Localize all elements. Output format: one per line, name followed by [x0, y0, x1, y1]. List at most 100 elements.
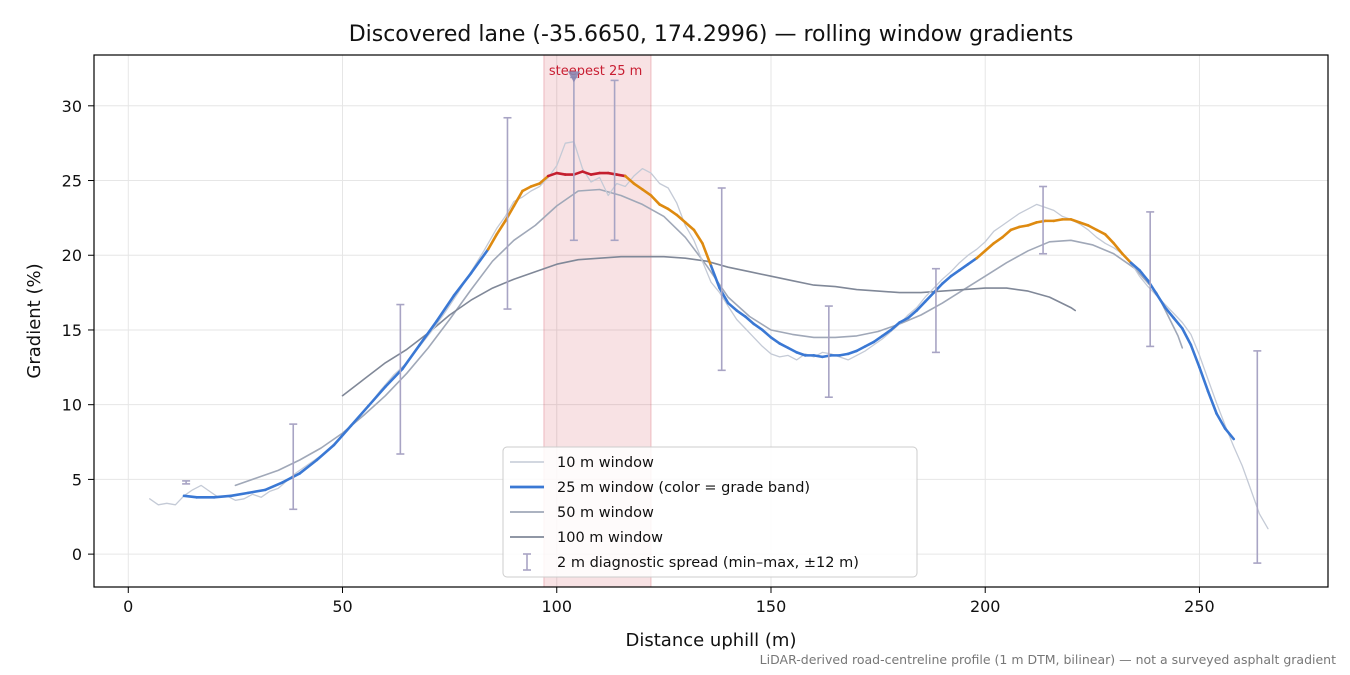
legend-entry: 2 m diagnostic spread (min–max, ±12 m) [523, 553, 859, 571]
grade-band-segment [709, 264, 721, 290]
grade-band-segment [1052, 218, 1064, 223]
grade-band-segment [1035, 219, 1047, 224]
grade-band-segment [486, 233, 499, 251]
grade-band-segment [726, 301, 739, 312]
y-axis-label: Gradient (%) [24, 263, 45, 378]
grade-band-segment [658, 203, 670, 211]
grade-band-segment [1026, 221, 1038, 227]
y-tick-label: 25 [62, 172, 82, 191]
grade-band-segment [701, 241, 713, 268]
legend-label: 2 m diagnostic spread (min–max, ±12 m) [557, 555, 859, 571]
grade-band-segment [855, 345, 867, 353]
grade-band-segment [872, 334, 884, 344]
grade-band-segment [821, 354, 833, 359]
x-tick-label: 150 [756, 597, 787, 616]
grade-band-segment [1189, 343, 1201, 369]
grade-band-segment [786, 346, 798, 354]
grade-band-segment [915, 300, 927, 312]
grade-band-segment [1018, 224, 1030, 229]
grade-band-segment [838, 352, 850, 357]
spread-bar [717, 187, 726, 372]
grade-band-segment [1112, 241, 1124, 256]
grade-band-segment [632, 182, 644, 191]
grade-band-segment [743, 315, 756, 326]
legend-label: 10 m window [557, 455, 654, 471]
grade-band-segment [529, 182, 541, 188]
grade-band-segment [898, 316, 910, 324]
legend-box [502, 446, 918, 578]
spread-bar [824, 305, 833, 399]
y-tick-label: 5 [72, 470, 82, 489]
grade-band-segment [366, 385, 387, 408]
grade-band-segment [1078, 221, 1090, 227]
spread-bar [610, 79, 619, 242]
grade-band-segment [975, 249, 987, 260]
grade-band-segment [229, 491, 250, 498]
grade-band-segment [761, 328, 773, 339]
legend-label: 50 m window [557, 505, 654, 521]
grade-band-segment [538, 174, 550, 185]
grade-band-segment [666, 207, 679, 217]
grade-band-segment [1138, 268, 1150, 282]
spread-bar [1146, 211, 1155, 348]
grade-band-segment [906, 309, 918, 320]
grade-band-segment [246, 488, 267, 495]
grade-band-segment [615, 173, 627, 178]
grade-band-segment [281, 472, 301, 484]
grade-band-segment [298, 458, 319, 475]
steepest-section-label: steepest 25 m [549, 64, 642, 79]
grade-band-segment [606, 171, 619, 176]
grade-band-segment [435, 294, 456, 323]
grade-band-segment [889, 321, 901, 332]
x-tick-label: 200 [970, 597, 1001, 616]
grade-band-segment [1009, 225, 1021, 232]
grade-band-segment [1001, 228, 1013, 239]
grade-band-segment [1223, 427, 1236, 441]
legend-entry: 25 m window (color = grade band) [510, 480, 810, 496]
grade-band-segment [1155, 292, 1167, 309]
grade-band-segment [1095, 228, 1107, 236]
grade-band-segment [1086, 224, 1098, 232]
grade-band-segment [589, 171, 601, 176]
grade-band-segment [1198, 366, 1210, 393]
grade-band-segment [418, 319, 439, 347]
grade-band-segment [469, 247, 490, 275]
grade-band-segment [881, 328, 893, 338]
grade-band-segment [546, 171, 559, 178]
grade-band-segment [555, 171, 567, 176]
grade-band-segment [401, 343, 421, 371]
spread-bar [182, 480, 191, 485]
axes-frame [93, 54, 1329, 588]
grade-band-segment [958, 262, 970, 272]
grade-band-segment [752, 322, 764, 332]
y-tick-label: 20 [62, 246, 82, 265]
grade-band-segment [1206, 389, 1218, 415]
legend-entry: 50 m window [510, 505, 654, 521]
y-tick-label: 10 [62, 396, 82, 415]
x-tick-label: 250 [1184, 597, 1215, 616]
grade-band-segment [521, 185, 533, 193]
grade-band-segment [795, 351, 807, 357]
grade-band-segment [1103, 233, 1116, 245]
grade-band-segment [675, 213, 687, 224]
grade-band-segment [452, 271, 473, 297]
grade-band-segment [863, 340, 876, 348]
legend-entry: 100 m window [510, 530, 663, 546]
grade-band-segment [992, 236, 1004, 245]
y-tick-label: 30 [62, 97, 82, 116]
x-tick-label: 0 [123, 597, 133, 616]
grade-band-segment [941, 274, 953, 285]
x-tick-label: 50 [332, 597, 352, 616]
grade-band-segment [212, 494, 233, 499]
spread-bar [931, 267, 940, 354]
grade-band-segment [1069, 218, 1081, 224]
grade-band-segment [983, 241, 996, 253]
grade-band-segment [949, 268, 961, 278]
grade-band-segment [332, 424, 353, 447]
grade-band-segment [1163, 306, 1176, 320]
x-axis-label: Distance uphill (m) [626, 630, 797, 651]
grade-band-segment [735, 309, 747, 318]
grade-band-segment [1121, 252, 1133, 265]
grade-band-segment [1181, 327, 1193, 347]
grade-band-segment [182, 494, 199, 499]
